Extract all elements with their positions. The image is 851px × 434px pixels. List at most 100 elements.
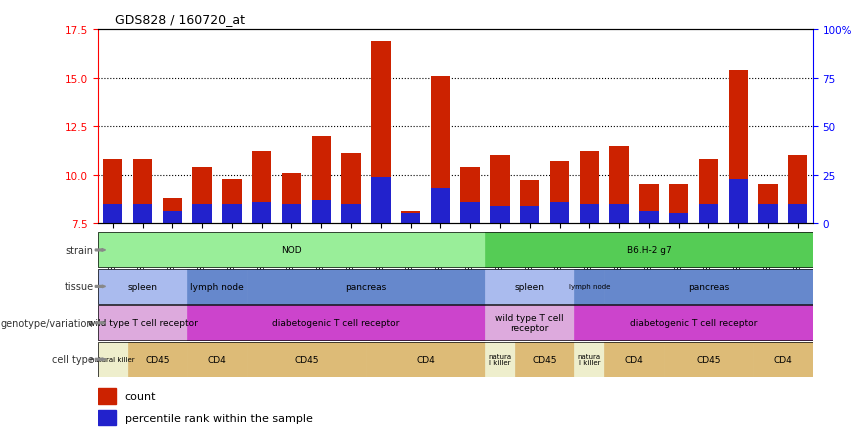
Bar <box>163 212 182 224</box>
Bar <box>609 146 629 224</box>
Bar <box>341 204 361 224</box>
Text: CD4: CD4 <box>208 355 226 364</box>
Text: CD4: CD4 <box>416 355 435 364</box>
Bar <box>311 201 331 224</box>
Bar <box>753 342 813 377</box>
Bar <box>187 342 247 377</box>
Text: lymph node: lymph node <box>568 284 610 290</box>
Text: count: count <box>125 391 157 401</box>
Bar <box>515 342 574 377</box>
Bar <box>222 204 242 224</box>
Bar <box>550 162 569 224</box>
Bar <box>401 214 420 224</box>
Bar <box>609 204 629 224</box>
Bar <box>192 168 212 224</box>
Bar <box>431 189 450 224</box>
Text: CD45: CD45 <box>146 355 169 364</box>
Bar <box>252 152 271 224</box>
Bar <box>758 204 778 224</box>
Bar <box>98 306 187 341</box>
Bar <box>728 71 748 224</box>
Bar <box>669 214 688 224</box>
Bar <box>460 202 480 224</box>
Bar <box>574 342 604 377</box>
Text: CD45: CD45 <box>696 355 721 364</box>
Bar <box>580 152 599 224</box>
Bar <box>187 269 247 304</box>
Text: percentile rank within the sample: percentile rank within the sample <box>125 413 312 423</box>
Bar <box>133 204 152 224</box>
Bar <box>485 306 574 341</box>
Text: diabetogenic T cell receptor: diabetogenic T cell receptor <box>272 319 400 328</box>
Bar <box>282 204 301 224</box>
Bar <box>222 179 242 224</box>
Bar <box>187 306 485 341</box>
Bar <box>574 269 604 304</box>
Bar <box>664 342 753 377</box>
Text: GDS828 / 160720_at: GDS828 / 160720_at <box>115 13 245 26</box>
Bar <box>98 233 485 268</box>
Bar <box>103 204 123 224</box>
Bar <box>574 306 813 341</box>
Bar <box>758 185 778 224</box>
Text: wild type T cell
receptor: wild type T cell receptor <box>495 314 564 332</box>
Text: lymph node: lymph node <box>190 282 244 291</box>
Bar <box>103 160 123 224</box>
Bar <box>371 42 391 224</box>
Bar <box>699 204 718 224</box>
Bar <box>699 160 718 224</box>
Text: NOD: NOD <box>281 246 302 255</box>
Bar <box>485 233 813 268</box>
Text: pancreas: pancreas <box>346 282 386 291</box>
Bar <box>580 204 599 224</box>
Bar <box>728 179 748 224</box>
Bar <box>192 204 212 224</box>
Bar <box>98 388 116 404</box>
Bar <box>520 206 540 224</box>
Bar <box>371 177 391 224</box>
Text: diabetogenic T cell receptor: diabetogenic T cell receptor <box>630 319 757 328</box>
Bar <box>490 206 510 224</box>
Bar <box>98 410 116 425</box>
Text: tissue: tissue <box>65 282 94 292</box>
Text: natura
l killer: natura l killer <box>488 353 511 365</box>
Bar <box>485 342 515 377</box>
Bar <box>98 269 187 304</box>
Bar <box>98 342 128 377</box>
Bar <box>401 212 420 224</box>
Text: spleen: spleen <box>128 282 157 291</box>
Bar <box>311 137 331 224</box>
Text: B6.H-2 g7: B6.H-2 g7 <box>626 246 671 255</box>
Bar <box>520 181 540 224</box>
Bar <box>490 156 510 224</box>
Text: CD4: CD4 <box>625 355 643 364</box>
Text: natura
l killer: natura l killer <box>578 353 601 365</box>
Bar <box>247 269 485 304</box>
Text: genotype/variation: genotype/variation <box>1 318 94 328</box>
Bar <box>282 173 301 224</box>
Bar <box>431 77 450 224</box>
Bar <box>669 185 688 224</box>
Text: natural killer: natural killer <box>90 356 135 362</box>
Bar <box>128 342 187 377</box>
Bar <box>133 160 152 224</box>
Text: pancreas: pancreas <box>688 282 729 291</box>
Bar <box>163 198 182 224</box>
Bar <box>604 269 813 304</box>
Bar <box>639 212 659 224</box>
Bar <box>788 156 808 224</box>
Bar <box>341 154 361 224</box>
Bar <box>639 185 659 224</box>
Text: wild type T cell receptor: wild type T cell receptor <box>88 319 197 328</box>
Text: CD45: CD45 <box>533 355 557 364</box>
Bar <box>247 342 366 377</box>
Bar <box>366 342 485 377</box>
Bar <box>485 269 574 304</box>
Text: cell type: cell type <box>52 355 94 365</box>
Bar <box>604 342 664 377</box>
Text: CD4: CD4 <box>774 355 792 364</box>
Bar <box>550 202 569 224</box>
Bar <box>788 204 808 224</box>
Text: strain: strain <box>66 245 94 255</box>
Text: CD45: CD45 <box>294 355 318 364</box>
